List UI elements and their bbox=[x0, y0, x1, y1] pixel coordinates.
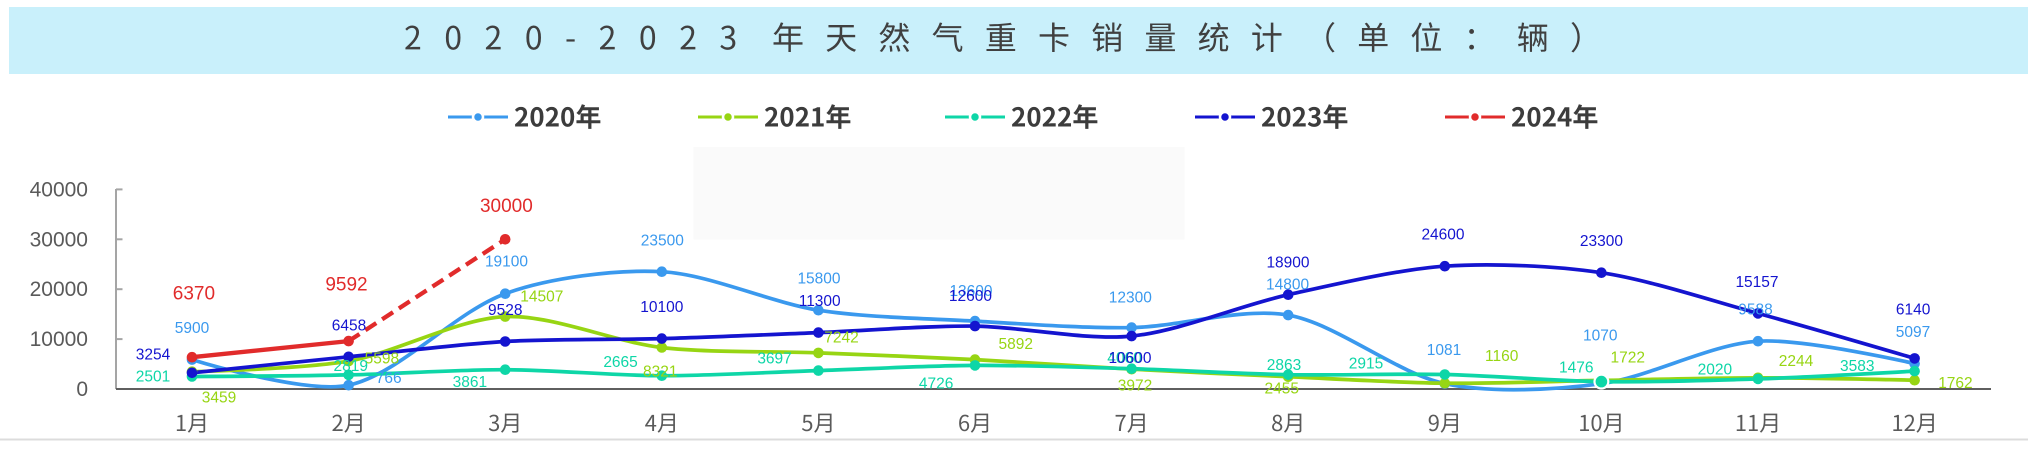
svg-text:19100: 19100 bbox=[485, 254, 528, 271]
svg-text:6458: 6458 bbox=[332, 317, 366, 334]
svg-text:2665: 2665 bbox=[603, 354, 637, 371]
svg-text:14507: 14507 bbox=[520, 288, 563, 305]
svg-text:2455: 2455 bbox=[1264, 380, 1298, 397]
svg-text:2020: 2020 bbox=[1698, 361, 1733, 378]
svg-text:18900: 18900 bbox=[1266, 255, 1309, 272]
svg-text:30000: 30000 bbox=[480, 196, 533, 217]
svg-text:2863: 2863 bbox=[1267, 357, 1301, 374]
svg-text:1081: 1081 bbox=[1427, 342, 1461, 359]
svg-text:5598: 5598 bbox=[365, 350, 399, 367]
svg-text:766: 766 bbox=[376, 370, 402, 387]
svg-text:1070: 1070 bbox=[1583, 328, 1618, 345]
svg-text:20000: 20000 bbox=[30, 278, 88, 301]
svg-text:11300: 11300 bbox=[799, 293, 841, 310]
svg-text:3972: 3972 bbox=[1118, 378, 1152, 395]
svg-text:23500: 23500 bbox=[641, 233, 684, 250]
svg-text:3254: 3254 bbox=[136, 347, 171, 364]
svg-text:0: 0 bbox=[76, 378, 88, 401]
svg-text:13600: 13600 bbox=[949, 283, 992, 300]
svg-text:15157: 15157 bbox=[1735, 274, 1778, 291]
svg-text:10600: 10600 bbox=[1108, 350, 1151, 367]
svg-text:9528: 9528 bbox=[488, 302, 522, 319]
svg-text:15800: 15800 bbox=[797, 271, 840, 288]
svg-text:9592: 9592 bbox=[325, 275, 367, 296]
svg-text:2915: 2915 bbox=[1349, 355, 1383, 372]
svg-text:6140: 6140 bbox=[1896, 302, 1931, 319]
svg-text:9588: 9588 bbox=[1738, 302, 1772, 319]
svg-text:12600: 12600 bbox=[949, 288, 992, 305]
svg-text:10100: 10100 bbox=[640, 299, 683, 316]
svg-text:1762: 1762 bbox=[1938, 375, 1972, 392]
svg-text:1160: 1160 bbox=[1485, 348, 1519, 365]
svg-text:6370: 6370 bbox=[173, 283, 215, 304]
svg-text:30000: 30000 bbox=[30, 228, 88, 251]
svg-text:3583: 3583 bbox=[1840, 358, 1874, 375]
svg-text:3459: 3459 bbox=[202, 389, 236, 406]
svg-text:2819: 2819 bbox=[333, 358, 367, 375]
svg-text:24600: 24600 bbox=[1421, 227, 1464, 244]
svg-text:1722: 1722 bbox=[1611, 349, 1645, 366]
svg-text:40000: 40000 bbox=[30, 178, 88, 201]
svg-text:3697: 3697 bbox=[757, 350, 791, 367]
svg-text:14800: 14800 bbox=[1266, 277, 1309, 294]
svg-text:4726: 4726 bbox=[919, 376, 953, 393]
svg-text:7242: 7242 bbox=[824, 330, 858, 347]
svg-text:8321: 8321 bbox=[643, 363, 677, 380]
svg-text:2244: 2244 bbox=[1779, 353, 1814, 370]
svg-text:1476: 1476 bbox=[1559, 360, 1593, 377]
svg-text:5900: 5900 bbox=[175, 320, 210, 337]
svg-text:10000: 10000 bbox=[30, 328, 88, 351]
svg-text:23300: 23300 bbox=[1580, 233, 1623, 250]
svg-text:3861: 3861 bbox=[453, 374, 487, 391]
svg-text:12300: 12300 bbox=[1109, 289, 1152, 306]
svg-text:5892: 5892 bbox=[999, 336, 1033, 353]
svg-text:4060: 4060 bbox=[1107, 350, 1142, 367]
svg-text:2501: 2501 bbox=[136, 368, 170, 385]
svg-text:5097: 5097 bbox=[1896, 324, 1930, 341]
